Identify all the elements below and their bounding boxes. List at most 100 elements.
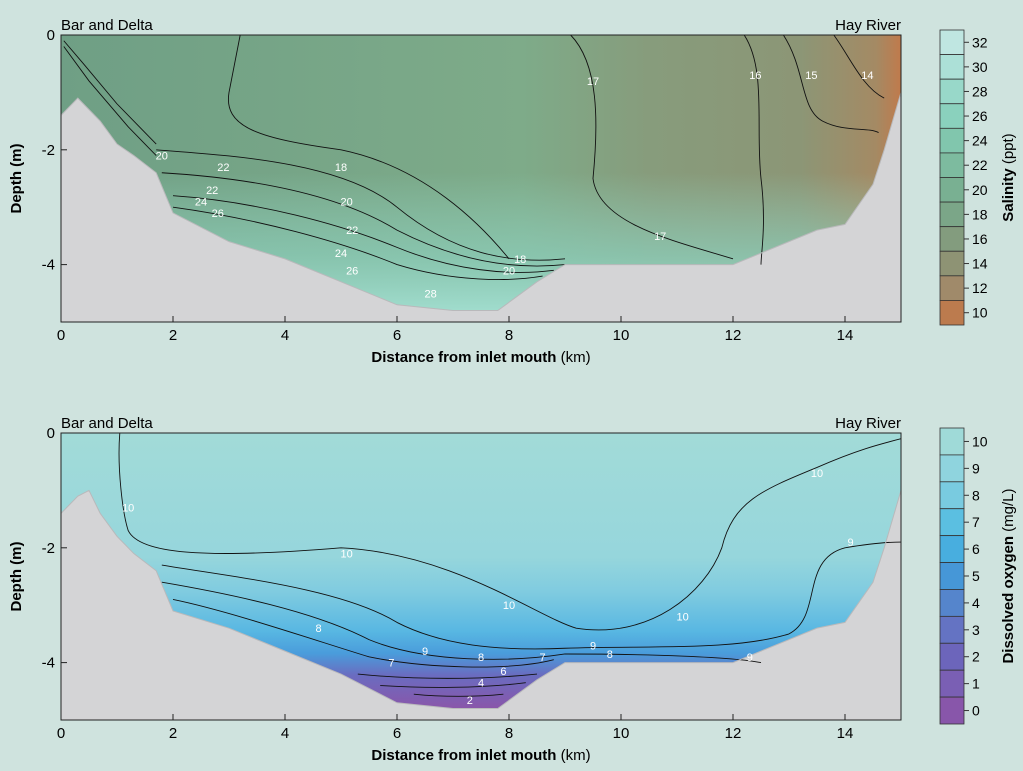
- contour-line: [380, 682, 526, 688]
- contour-line: [63, 40, 157, 145]
- contour-label: 10: [122, 503, 134, 515]
- colorbar-label: 30: [972, 59, 988, 75]
- contour-line: [413, 693, 504, 697]
- contour-label: 28: [424, 288, 436, 300]
- colorbar-label: 28: [972, 83, 988, 99]
- colorbar-swatch: [939, 669, 965, 698]
- colorbar-swatch: [939, 78, 965, 105]
- title-right: Hay River: [835, 415, 901, 432]
- colorbar-label: 14: [972, 256, 988, 272]
- colorbar-swatch: [939, 127, 965, 154]
- contour-label: 2: [467, 695, 473, 707]
- contour-label: 16: [749, 70, 761, 82]
- x-tick-label: 6: [393, 327, 401, 344]
- x-tick-label: 10: [613, 725, 630, 742]
- colorbar-swatch: [939, 508, 965, 537]
- colorbar-swatch: [939, 29, 965, 55]
- colorbar-swatch: [939, 250, 965, 277]
- colorbar-label: 8: [972, 487, 980, 503]
- contour-label: 17: [587, 76, 599, 88]
- colorbar-label: 7: [972, 514, 980, 530]
- contour-line: [161, 541, 902, 650]
- colorbar-label: 0: [972, 703, 980, 719]
- contour-line: [172, 599, 554, 668]
- x-tick-label: 4: [281, 725, 289, 742]
- colorbar-label: 32: [972, 34, 988, 50]
- y-tick-label: -2: [42, 142, 55, 159]
- title-right: Hay River: [835, 17, 901, 34]
- colorbar-swatch: [939, 103, 965, 129]
- contour-line: [783, 34, 879, 133]
- contour-label: 10: [676, 612, 688, 624]
- colorbar-label: 4: [972, 595, 980, 611]
- contour-line: [118, 432, 902, 631]
- colorbar-swatch: [939, 562, 965, 590]
- colorbar-swatch: [939, 535, 965, 563]
- contour-line: [743, 34, 764, 265]
- contour-label: 4: [478, 678, 484, 690]
- water-section: [61, 433, 901, 709]
- contour-label: 18: [514, 254, 526, 266]
- x-tick-label: 0: [57, 725, 65, 742]
- colorbar-swatch: [939, 454, 965, 483]
- colorbar-title-bold: Dissolved oxygen: [1000, 536, 1017, 664]
- contour-label: 22: [206, 185, 218, 197]
- colorbar-label: 22: [972, 157, 988, 173]
- contour-label: 8: [316, 623, 322, 635]
- x-tick-label: 0: [57, 327, 65, 344]
- colorbar-label: 10: [972, 305, 988, 321]
- contour-label: 8: [478, 652, 484, 664]
- colorbar-label: 10: [972, 433, 988, 449]
- seafloor-outline: [60, 489, 902, 710]
- colorbar-swatch: [939, 201, 965, 228]
- y-tick-label: -4: [42, 257, 55, 274]
- colorbar-title-unit: (mg/L): [1000, 488, 1017, 536]
- contour-label: 22: [217, 162, 229, 174]
- colorbar-label: 6: [972, 541, 980, 557]
- contour-label: 8: [607, 649, 613, 661]
- contour-label: 14: [861, 70, 873, 82]
- colorbar-label: 26: [972, 108, 988, 124]
- plot-frame: [60, 432, 902, 721]
- colorbar-label: 16: [972, 231, 988, 247]
- contour-line: [172, 195, 554, 273]
- colorbar-label: 20: [972, 182, 988, 198]
- contour-label: 7: [388, 658, 394, 670]
- x-tick-label: 8: [505, 327, 513, 344]
- colorbar-swatch: [939, 152, 965, 178]
- colorbar-swatch: [939, 642, 965, 671]
- contour-label: 9: [848, 537, 854, 549]
- y-tick-label: 0: [47, 27, 55, 44]
- colorbar-label: 18: [972, 206, 988, 222]
- x-tick-label: 10: [613, 327, 630, 344]
- contour-label: 18: [335, 162, 347, 174]
- colorbar-title-bold: Salinity: [1000, 168, 1017, 222]
- colorbar-swatch: [939, 54, 965, 80]
- colorbar-swatch: [939, 300, 965, 326]
- colorbar-title: Dissolved oxygen (mg/L): [1000, 488, 1017, 663]
- x-axis-label-unit: (km): [556, 349, 590, 366]
- contour-label: 22: [346, 225, 358, 237]
- y-tick-label: 0: [47, 425, 55, 442]
- contour-label: 7: [540, 652, 546, 664]
- contour-label: 9: [747, 652, 753, 664]
- title-left: Bar and Delta: [61, 415, 153, 432]
- colorbar-swatch: [939, 615, 965, 644]
- x-tick-label: 4: [281, 327, 289, 344]
- contour-label: 15: [805, 70, 817, 82]
- contour-line: [227, 34, 510, 260]
- x-tick-label: 2: [169, 327, 177, 344]
- colorbar-swatch: [939, 275, 965, 301]
- x-tick-label: 6: [393, 725, 401, 742]
- contour-line: [156, 149, 566, 261]
- contour-line: [161, 172, 566, 267]
- x-tick-label: 14: [837, 327, 854, 344]
- contour-line: [161, 581, 762, 664]
- colorbar-label: 24: [972, 133, 988, 149]
- contour-line: [357, 673, 538, 679]
- colorbar-title: Salinity (ppt): [1000, 133, 1017, 221]
- colorbar-swatch: [939, 177, 965, 203]
- contour-line: [570, 34, 734, 260]
